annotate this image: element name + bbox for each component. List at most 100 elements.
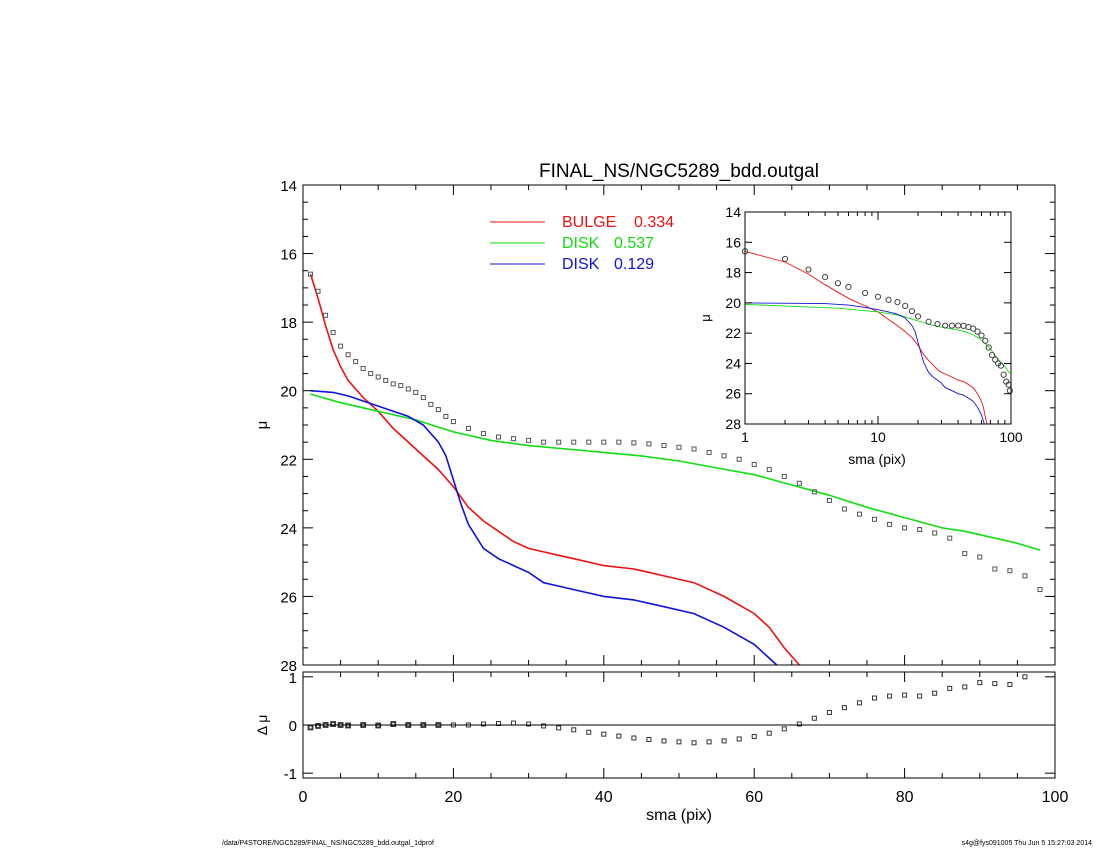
main-data-point-6 bbox=[353, 359, 359, 365]
residual-point-49 bbox=[1007, 682, 1013, 688]
inset-xtick-label-100: 100 bbox=[999, 429, 1023, 445]
inset-data-point-12 bbox=[914, 313, 922, 320]
footer-path: /data/P4STORE/NGC5289/FINAL_NS/NGC5289_b… bbox=[222, 840, 434, 847]
legend-name-0: BULGE bbox=[562, 214, 616, 231]
main-panel: 14 16 18 20 22 24 26 28 μ bbox=[254, 178, 1056, 675]
residual-ytick-label-0: 0 bbox=[289, 718, 297, 735]
residual-point-14 bbox=[480, 721, 486, 727]
inset-data-point-11 bbox=[908, 308, 916, 315]
main-data-point-58 bbox=[1037, 587, 1043, 593]
main-data-point-18 bbox=[443, 413, 449, 419]
residual-point-39 bbox=[856, 700, 862, 706]
chart-title: FINAL_NS/NGC5289_bdd.outgal bbox=[539, 161, 819, 182]
main-data-point-21 bbox=[480, 431, 486, 437]
residual-ylabel: Δ μ bbox=[254, 715, 270, 736]
inset-ytick-label-20: 20 bbox=[725, 295, 741, 311]
main-data-point-11 bbox=[390, 381, 396, 387]
main-data-point-35 bbox=[691, 446, 697, 452]
main-data-point-19 bbox=[450, 419, 456, 425]
residual-point-34 bbox=[781, 726, 787, 732]
residual-point-45 bbox=[947, 685, 953, 691]
legend-name-1: DISK bbox=[562, 235, 600, 252]
main-data-point-24 bbox=[526, 437, 532, 443]
main-data-point-39 bbox=[751, 461, 757, 467]
main-ytick-label-22: 22 bbox=[280, 452, 297, 469]
residual-point-17 bbox=[526, 721, 532, 727]
main-ytick-label-18: 18 bbox=[280, 315, 297, 332]
inset-line-disk2 bbox=[744, 302, 985, 425]
residual-point-47 bbox=[977, 680, 983, 686]
residual-point-28 bbox=[691, 740, 697, 746]
inset-data-point-1 bbox=[781, 255, 789, 263]
main-data-point-14 bbox=[413, 389, 419, 395]
residual-point-8 bbox=[390, 721, 397, 727]
inset-data-point-9 bbox=[894, 299, 901, 306]
residual-point-23 bbox=[616, 733, 622, 739]
main-data-point-2 bbox=[323, 312, 329, 318]
inset-data-point-26 bbox=[992, 356, 999, 363]
main-data-point-25 bbox=[541, 439, 547, 445]
main-data-point-38 bbox=[736, 456, 742, 462]
inset-data-point-4 bbox=[834, 280, 842, 287]
main-data-point-28 bbox=[586, 439, 592, 445]
main-data-point-0 bbox=[308, 271, 314, 277]
main-data-point-9 bbox=[375, 374, 381, 380]
main-data-point-46 bbox=[856, 511, 862, 517]
main-data-point-29 bbox=[601, 439, 607, 445]
inset-data-point-20 bbox=[970, 325, 977, 332]
main-data-point-57 bbox=[1022, 573, 1028, 579]
main-data-point-51 bbox=[932, 530, 938, 536]
residual-xtick-label-20: 20 bbox=[445, 789, 463, 806]
residual-point-41 bbox=[887, 693, 893, 699]
main-data-point-32 bbox=[646, 441, 652, 447]
main-data-point-26 bbox=[556, 439, 562, 445]
inset-ylabel: μ bbox=[698, 314, 713, 322]
main-data-point-34 bbox=[676, 444, 682, 450]
inset-data-point-21 bbox=[974, 328, 981, 335]
main-data-point-49 bbox=[902, 525, 908, 531]
inset-ytick-label-14: 14 bbox=[725, 204, 741, 220]
main-data-point-8 bbox=[368, 371, 374, 377]
inset-background bbox=[745, 212, 1011, 424]
residual-point-30 bbox=[721, 738, 727, 744]
residual-point-16 bbox=[511, 720, 517, 726]
main-data-point-30 bbox=[616, 439, 622, 445]
inset-panel: 14 16 18 20 22 24 26 281 10 100 μ sma (pix) bbox=[698, 204, 1023, 467]
legend-name-2: DISK bbox=[562, 256, 600, 273]
residual-point-37 bbox=[826, 709, 832, 715]
main-data-point-43 bbox=[811, 489, 817, 495]
residual-point-35 bbox=[796, 721, 802, 727]
main-line-disk2 bbox=[310, 389, 778, 666]
main-data-point-27 bbox=[571, 439, 577, 445]
inset-data-point-25 bbox=[988, 352, 996, 359]
inset-xtick-label-1: 1 bbox=[741, 429, 749, 445]
inset-data-point-15 bbox=[942, 322, 949, 329]
main-data-point-37 bbox=[721, 453, 727, 459]
legend: BULGE 0.334 DISK 0.537 DISK 0.129 bbox=[490, 214, 674, 273]
residual-point-25 bbox=[646, 736, 652, 742]
inset-ytick-label-22: 22 bbox=[725, 325, 741, 341]
residual-xtick-label-100: 100 bbox=[1042, 789, 1069, 806]
residual-point-31 bbox=[736, 736, 742, 742]
main-data-point-44 bbox=[826, 497, 832, 503]
residual-point-19 bbox=[556, 725, 562, 731]
legend-value-0: 0.334 bbox=[634, 214, 674, 231]
inset-xlabel: sma (pix) bbox=[848, 451, 906, 467]
inset-data-point-13 bbox=[925, 318, 932, 325]
main-data-point-17 bbox=[435, 407, 441, 413]
inset-ytick-label-24: 24 bbox=[725, 355, 741, 371]
residual-point-20 bbox=[571, 727, 577, 733]
footer-timestamp: s4g@fys091005 Thu Jun 5 15:27:03 2014 bbox=[961, 840, 1092, 847]
inset-data-point-2 bbox=[805, 266, 812, 273]
residual-point-46 bbox=[962, 684, 968, 690]
residual-point-21 bbox=[586, 729, 592, 735]
residual-point-26 bbox=[661, 738, 667, 744]
main-data-point-42 bbox=[796, 480, 802, 486]
residual-point-0 bbox=[307, 724, 314, 731]
main-data-point-23 bbox=[511, 436, 517, 442]
inset-data-point-3 bbox=[821, 274, 829, 281]
residual-point-15 bbox=[496, 721, 502, 727]
main-data-point-33 bbox=[661, 443, 667, 449]
residual-point-22 bbox=[601, 731, 607, 737]
